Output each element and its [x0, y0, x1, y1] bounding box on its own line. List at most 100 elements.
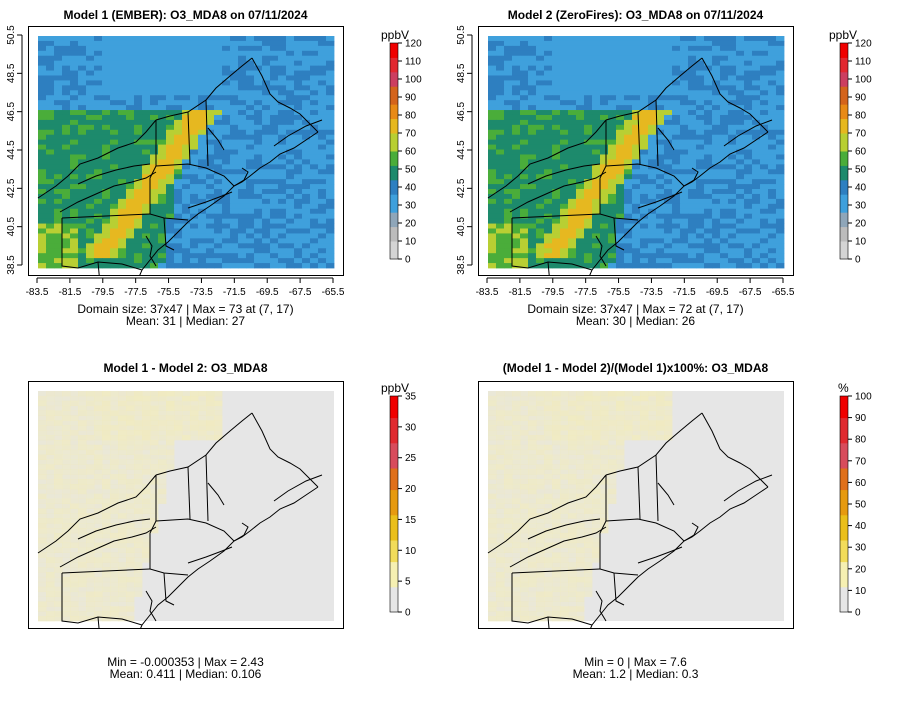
- heatmap-cell: [294, 114, 303, 121]
- heatmap-cell: [760, 208, 769, 215]
- heatmap-cell: [600, 258, 609, 264]
- heatmap-cell: [174, 36, 183, 42]
- heatmap-cell: [648, 391, 657, 397]
- heatmap-cell: [182, 179, 191, 185]
- heatmap-cell: [744, 169, 753, 175]
- heatmap-cell: [592, 430, 601, 436]
- heatmap-cell: [656, 410, 665, 416]
- heatmap-cell: [672, 100, 681, 106]
- heatmap-cell: [520, 119, 529, 126]
- heatmap-cell: [190, 36, 199, 42]
- heatmap-cell: [102, 50, 111, 57]
- heatmap-cell: [214, 174, 223, 180]
- heatmap-cell: [624, 129, 633, 136]
- heatmap-cell: [552, 218, 561, 224]
- panel3-boundary-line: [207, 482, 225, 506]
- heatmap-cell: [326, 169, 335, 175]
- heatmap-cell: [318, 90, 327, 96]
- heatmap-cell: [608, 420, 617, 426]
- panel1-colorbar-segment: [390, 107, 398, 112]
- heatmap-cell: [62, 567, 71, 573]
- heatmap-cell: [592, 149, 601, 155]
- heatmap-cell: [198, 149, 207, 155]
- heatmap-cell: [608, 238, 617, 244]
- heatmap-cell: [94, 174, 103, 180]
- heatmap-cell: [206, 198, 215, 205]
- heatmap-cell: [776, 159, 785, 165]
- heatmap-cell: [214, 144, 223, 150]
- heatmap-cell: [536, 80, 545, 86]
- heatmap-cell: [720, 134, 729, 141]
- heatmap-cell: [278, 95, 287, 101]
- heatmap-cell: [214, 203, 223, 210]
- heatmap-cell: [78, 395, 87, 402]
- heatmap-cell: [46, 75, 55, 81]
- heatmap-cell: [504, 189, 513, 195]
- heatmap-cell: [78, 572, 87, 578]
- heatmap-cell: [512, 435, 521, 441]
- panel2-stats-line2: Mean: 30 | Median: 26: [575, 314, 696, 328]
- heatmap-cell: [206, 208, 215, 215]
- heatmap-cell: [704, 174, 713, 180]
- heatmap-cell: [206, 80, 215, 86]
- heatmap-cell: [150, 50, 159, 57]
- heatmap-cell: [624, 243, 633, 249]
- heatmap-cell: [736, 85, 745, 91]
- heatmap-cell: [318, 198, 327, 205]
- heatmap-cell: [102, 114, 111, 121]
- heatmap-cell: [118, 114, 127, 121]
- heatmap-cell: [270, 233, 279, 239]
- heatmap-cell: [62, 562, 71, 568]
- heatmap-cell: [520, 179, 529, 185]
- heatmap-cell: [110, 586, 119, 593]
- heatmap-cell: [536, 110, 545, 116]
- heatmap-cell: [760, 40, 769, 47]
- heatmap-cell: [150, 174, 159, 180]
- heatmap-cell: [544, 90, 553, 96]
- heatmap-cell: [584, 55, 593, 62]
- heatmap-cell: [318, 213, 327, 220]
- heatmap-cell: [62, 263, 71, 269]
- panel3-colorbar-segment: [390, 550, 398, 555]
- heatmap-cell: [680, 228, 689, 234]
- panel3-colorbar-tick-label: 0: [405, 608, 411, 619]
- heatmap-cell: [86, 576, 95, 583]
- heatmap-cell: [94, 90, 103, 96]
- heatmap-cell: [496, 238, 505, 244]
- heatmap-cell: [94, 562, 103, 568]
- heatmap-cell: [712, 179, 721, 185]
- heatmap-cell: [94, 85, 103, 91]
- heatmap-cell: [110, 110, 119, 116]
- heatmap-cell: [150, 503, 159, 509]
- heatmap-cell: [776, 129, 785, 136]
- heatmap-cell: [310, 139, 319, 145]
- heatmap-cell: [286, 193, 295, 200]
- panel3-map: [28, 381, 344, 629]
- heatmap-cell: [190, 45, 199, 52]
- heatmap-cell: [640, 60, 649, 67]
- panel2-colorbar-segment: [840, 89, 848, 94]
- heatmap-cell: [648, 430, 657, 436]
- heatmap-cell: [624, 253, 633, 259]
- heatmap-cell: [608, 248, 617, 254]
- heatmap-cell: [544, 169, 553, 175]
- heatmap-cell: [142, 164, 151, 170]
- heatmap-cell: [504, 154, 513, 160]
- heatmap-cell: [102, 405, 111, 411]
- heatmap-cell: [728, 50, 737, 57]
- heatmap-cell: [206, 233, 215, 239]
- heatmap-cell: [616, 60, 625, 67]
- heatmap-cell: [688, 129, 697, 136]
- heatmap-cell: [94, 253, 103, 259]
- heatmap-cell: [496, 410, 505, 416]
- heatmap-cell: [576, 80, 585, 86]
- heatmap-cell: [752, 50, 761, 57]
- heatmap-cell: [38, 228, 47, 234]
- panel1-colorbar-segment: [390, 125, 398, 130]
- panel3-colorbar-tick-label: 20: [405, 484, 417, 495]
- heatmap-cell: [760, 179, 769, 185]
- heatmap-cell: [78, 105, 87, 111]
- heatmap-cell: [174, 213, 183, 220]
- heatmap-cell: [278, 85, 287, 91]
- heatmap-cell: [552, 464, 561, 470]
